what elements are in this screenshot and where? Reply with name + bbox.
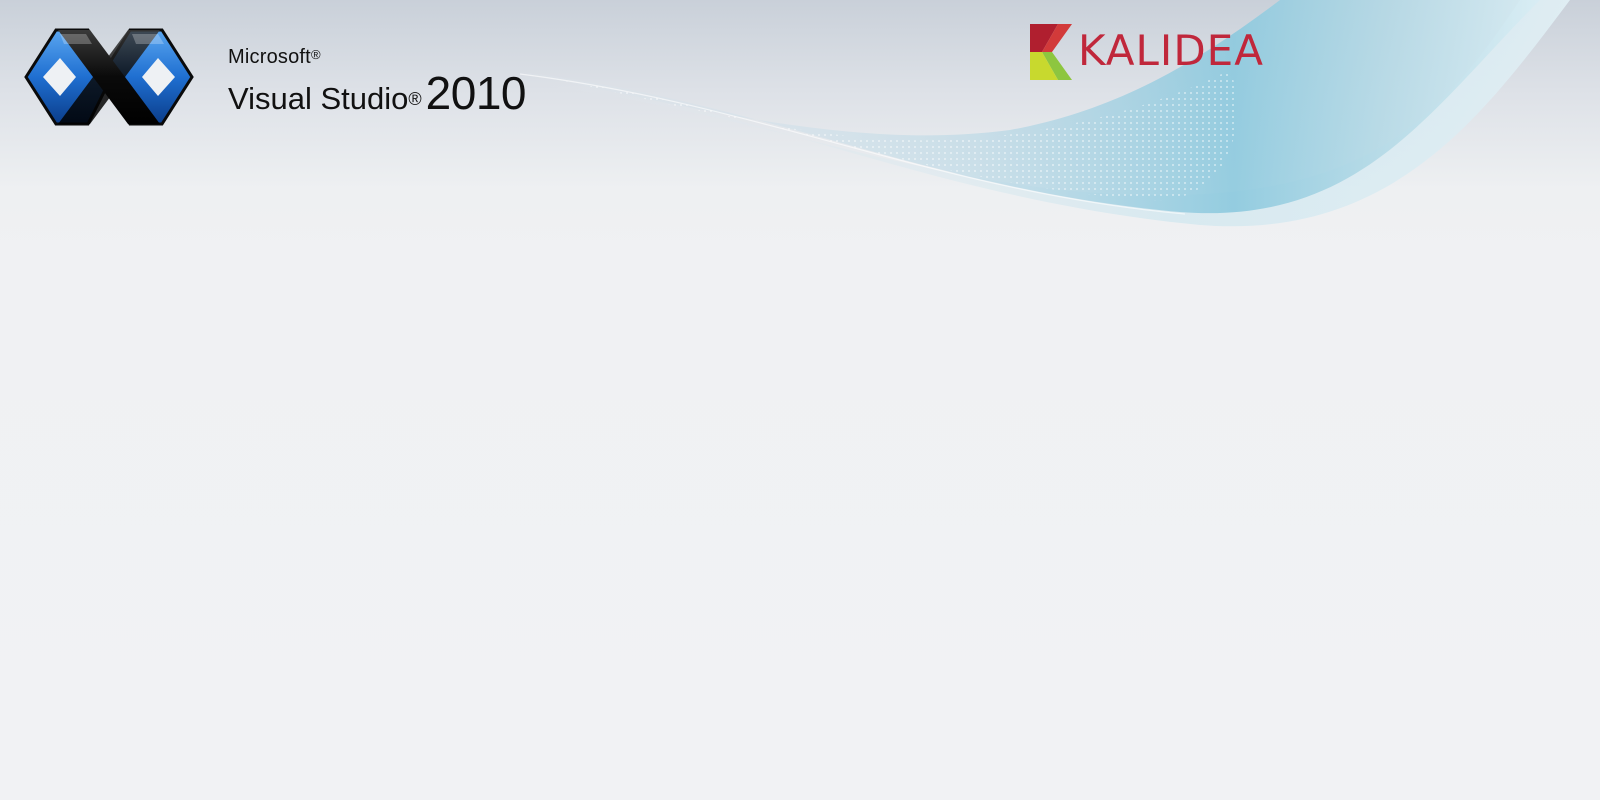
microsoft-label: Microsoft® <box>228 46 526 68</box>
kalidea-wordmark: KALIDEA <box>1078 26 1264 75</box>
visual-studio-wordmark: Microsoft® Visual Studio® 2010 <box>228 46 527 119</box>
kalidea-logo-icon <box>1030 24 1072 80</box>
product-name: Visual Studio <box>228 81 409 116</box>
product-year: 2010 <box>425 67 527 119</box>
registered-mark: ® <box>408 89 422 109</box>
product-line: Visual Studio® 2010 <box>228 67 527 119</box>
company-name: Microsoft <box>228 46 311 68</box>
product-name-wrap: Visual Studio® <box>228 82 422 116</box>
visual-studio-logo-icon <box>24 28 194 126</box>
registered-mark: ® <box>310 47 321 62</box>
decorative-swoosh <box>519 0 1600 227</box>
